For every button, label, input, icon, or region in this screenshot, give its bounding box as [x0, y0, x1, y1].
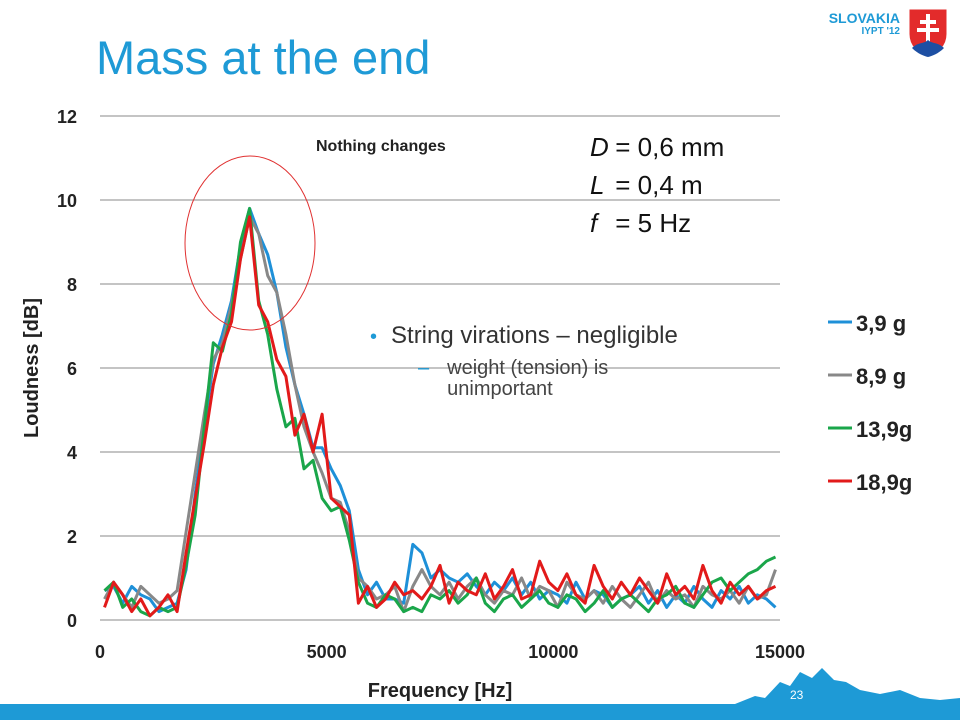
- y-tick-label: 2: [67, 527, 77, 547]
- bullet-text: String virations – negligible: [391, 322, 678, 349]
- sub-bullet-item: – weight (tension) is unimportant: [418, 358, 770, 400]
- y-tick-label: 8: [67, 275, 77, 295]
- bullet-dot-icon: •: [370, 326, 378, 348]
- x-tick-labels: 0 5000 10000 15000: [95, 642, 805, 662]
- sub-bullet-dash: –: [418, 357, 430, 379]
- parameter-list: D = 0,6 mm L = 0,4 m f = 5 Hz: [590, 128, 724, 242]
- param-row: D = 0,6 mm: [590, 132, 725, 162]
- sub-bullet-text: weight (tension) is unimportant: [447, 357, 609, 400]
- x-tick-label: 5000: [307, 642, 347, 662]
- chart-annotation: Nothing changes: [316, 138, 446, 155]
- country-name: SLOVAKIA: [828, 10, 900, 26]
- series-line: [103, 215, 777, 618]
- y-tick-labels: 0 2 4 6 8 10 12: [57, 107, 77, 631]
- legend-label: 13,9g: [856, 417, 912, 442]
- y-tick-label: 10: [57, 191, 77, 211]
- x-axis-title: Frequency [Hz]: [368, 680, 512, 702]
- bullet-item: • String virations – negligible: [370, 322, 770, 350]
- y-tick-label: 6: [67, 359, 77, 379]
- slide-title: Mass at the end: [96, 31, 431, 84]
- y-tick-label: 4: [67, 443, 77, 463]
- legend-label: 8,9 g: [856, 364, 906, 389]
- y-tick-label: 12: [57, 107, 77, 127]
- x-tick-label: 10000: [528, 642, 578, 662]
- event-name: IYPT '12: [861, 26, 900, 38]
- legend-label: 18,9g: [856, 470, 912, 495]
- chart-legend: 3,9 g 8,9 g 13,9g 18,9g: [828, 311, 912, 495]
- y-tick-label: 0: [67, 611, 77, 631]
- legend-label: 3,9 g: [856, 311, 906, 336]
- param-row: f = 5 Hz: [590, 208, 692, 238]
- x-tick-label: 0: [95, 642, 105, 662]
- country-label: SLOVAKIA IYPT '12: [829, 10, 900, 38]
- param-row: L = 0,4 m: [590, 170, 703, 200]
- x-tick-label: 15000: [755, 642, 805, 662]
- series-line: [103, 206, 777, 618]
- page-number: 23: [790, 688, 804, 702]
- peak-highlight-circle: [184, 155, 316, 331]
- footer-mountain-bar: [0, 668, 960, 720]
- slovak-crest-icon: [906, 6, 950, 60]
- series-layer: [103, 206, 777, 618]
- bullet-list: • String virations – negligible – weight…: [370, 322, 770, 400]
- y-axis-title: Loudness [dB]: [21, 298, 43, 438]
